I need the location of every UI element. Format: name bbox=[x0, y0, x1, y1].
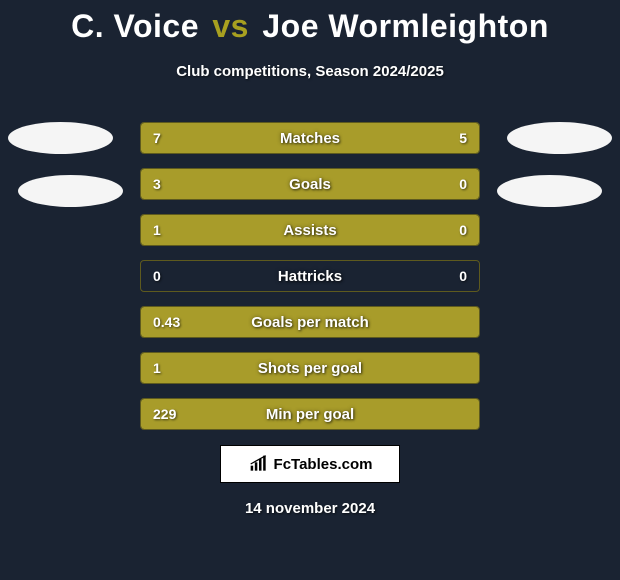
vs-text: vs bbox=[212, 8, 249, 44]
stat-value-right bbox=[455, 399, 479, 429]
subtitle: Club competitions, Season 2024/2025 bbox=[0, 63, 620, 80]
stat-label: Min per goal bbox=[141, 399, 479, 429]
stat-value-left: 1 bbox=[141, 215, 173, 245]
stat-value-left: 0 bbox=[141, 261, 173, 291]
stat-label: Shots per goal bbox=[141, 353, 479, 383]
stat-rows: Matches75Goals30Assists10Hattricks00Goal… bbox=[140, 122, 480, 444]
stat-value-right: 0 bbox=[447, 169, 479, 199]
stat-label: Assists bbox=[141, 215, 479, 245]
comparison-title: C. Voice vs Joe Wormleighton bbox=[0, 0, 620, 45]
stat-value-right: 0 bbox=[447, 215, 479, 245]
stat-row: Assists1 0 bbox=[140, 214, 480, 246]
player2-club-placeholder bbox=[497, 175, 602, 207]
stat-label: Goals bbox=[141, 169, 479, 199]
stat-value-right bbox=[455, 353, 479, 383]
brand-text: FcTables.com bbox=[274, 456, 373, 473]
stat-value-right: 5 bbox=[447, 123, 479, 153]
player1-photo-placeholder bbox=[8, 122, 113, 154]
brand-badge: FcTables.com bbox=[220, 445, 400, 483]
stat-value-right: 0 bbox=[447, 261, 479, 291]
stat-row: Min per goal229 bbox=[140, 398, 480, 430]
stat-row: Goals per match0.43 bbox=[140, 306, 480, 338]
date-text: 14 november 2024 bbox=[0, 500, 620, 517]
stat-row: Hattricks0 0 bbox=[140, 260, 480, 292]
player2-photo-placeholder bbox=[507, 122, 612, 154]
stat-label: Hattricks bbox=[141, 261, 479, 291]
chart-icon bbox=[248, 454, 270, 474]
stat-value-right bbox=[455, 307, 479, 337]
stat-label: Matches bbox=[141, 123, 479, 153]
player1-club-placeholder bbox=[18, 175, 123, 207]
player1-name: C. Voice bbox=[71, 8, 199, 44]
stat-row: Shots per goal1 bbox=[140, 352, 480, 384]
stat-value-left: 1 bbox=[141, 353, 173, 383]
stat-value-left: 0.43 bbox=[141, 307, 192, 337]
stat-value-left: 229 bbox=[141, 399, 188, 429]
stat-value-left: 3 bbox=[141, 169, 173, 199]
player2-name: Joe Wormleighton bbox=[262, 8, 549, 44]
stat-value-left: 7 bbox=[141, 123, 173, 153]
stat-row: Matches7 5 bbox=[140, 122, 480, 154]
stat-row: Goals3 0 bbox=[140, 168, 480, 200]
